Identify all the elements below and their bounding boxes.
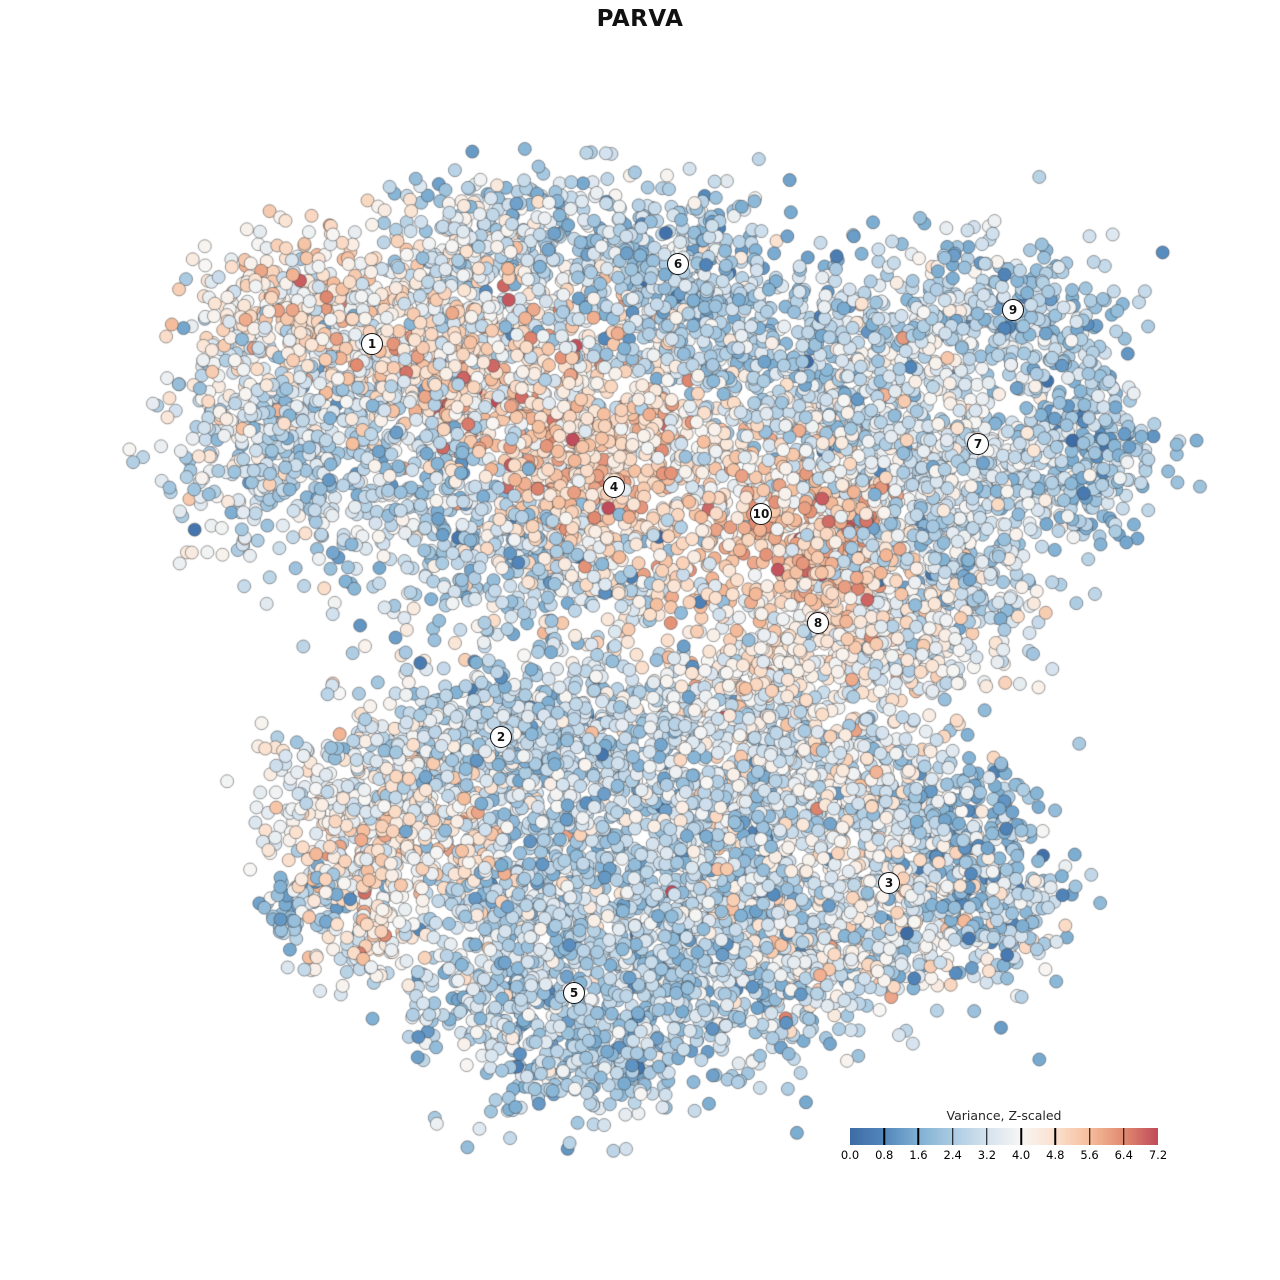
- colorbar-gradient: [850, 1128, 1158, 1145]
- cluster-label-6: 6: [667, 253, 689, 275]
- colorbar-tick-label: 0.0: [840, 1148, 860, 1162]
- colorbar-tick-labels: 0.0 0.8 1.6 2.4 3.2 4.0 4.8 5.6 6.4 7.2: [841, 1148, 1167, 1162]
- colorbar-tick-label: 6.4: [1114, 1148, 1133, 1162]
- colorbar-tick: [883, 1128, 885, 1145]
- colorbar-tick-label: 3.2: [977, 1148, 997, 1162]
- cluster-label-9: 9: [1002, 299, 1024, 321]
- colorbar-tick-label: 5.6: [1080, 1148, 1099, 1162]
- colorbar-tick: [1123, 1128, 1125, 1145]
- colorbar-tick-label: 1.6: [909, 1148, 928, 1162]
- colorbar-tick-label: 2.4: [943, 1148, 962, 1162]
- cluster-label-7: 7: [967, 433, 989, 455]
- cluster-label-4: 4: [603, 476, 625, 498]
- colorbar-tick-label: 4.8: [1046, 1148, 1065, 1162]
- colorbar-tick: [1088, 1128, 1091, 1145]
- cluster-label-2: 2: [490, 726, 512, 748]
- cluster-label-10: 10: [750, 503, 772, 525]
- colorbar-tick: [1020, 1128, 1022, 1145]
- colorbar-tick: [917, 1128, 920, 1145]
- cluster-label-8: 8: [807, 612, 829, 634]
- colorbar-tick-label: 0.8: [875, 1148, 894, 1162]
- cluster-label-5: 5: [563, 982, 585, 1004]
- colorbar-tick: [1054, 1128, 1057, 1145]
- colorbar-tick-label: 4.0: [1011, 1148, 1031, 1162]
- cluster-label-3: 3: [878, 872, 900, 894]
- colorbar-tick: [951, 1128, 954, 1145]
- colorbar-tick: [986, 1128, 988, 1145]
- colorbar-legend: Variance, Z-scaled 0.0 0.8 1.6 2.4 3.2 4.0 4.8…: [841, 1108, 1167, 1162]
- cluster-label-1: 1: [361, 333, 383, 355]
- colorbar-tick-label: 7.2: [1148, 1148, 1168, 1162]
- colorbar-title: Variance, Z-scaled: [946, 1108, 1062, 1123]
